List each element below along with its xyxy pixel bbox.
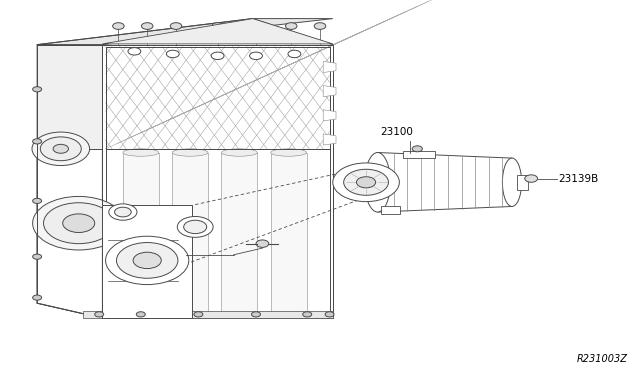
Circle shape <box>40 137 81 161</box>
Circle shape <box>333 163 399 202</box>
Circle shape <box>115 207 131 217</box>
Polygon shape <box>102 205 192 318</box>
Polygon shape <box>221 153 257 314</box>
Polygon shape <box>106 46 330 149</box>
Polygon shape <box>271 153 307 314</box>
Polygon shape <box>403 151 435 158</box>
Polygon shape <box>102 19 333 44</box>
Circle shape <box>194 312 203 317</box>
Circle shape <box>33 198 42 203</box>
Polygon shape <box>106 149 330 318</box>
Circle shape <box>33 196 125 250</box>
Circle shape <box>95 312 104 317</box>
Circle shape <box>325 312 334 317</box>
Circle shape <box>288 50 301 58</box>
Polygon shape <box>323 110 336 121</box>
Text: 23139B: 23139B <box>559 174 599 183</box>
Polygon shape <box>323 86 336 97</box>
Text: 11916A: 11916A <box>142 250 182 260</box>
Circle shape <box>314 23 326 29</box>
Polygon shape <box>102 45 333 318</box>
Circle shape <box>256 240 269 247</box>
Circle shape <box>63 214 95 232</box>
Circle shape <box>128 48 141 55</box>
Ellipse shape <box>123 149 159 156</box>
Text: 23100: 23100 <box>380 127 413 137</box>
Circle shape <box>170 23 182 29</box>
Circle shape <box>344 169 388 195</box>
Circle shape <box>136 312 145 317</box>
Polygon shape <box>323 134 336 145</box>
Text: R231003Z: R231003Z <box>577 354 627 364</box>
Ellipse shape <box>271 149 307 156</box>
Circle shape <box>33 254 42 259</box>
Polygon shape <box>37 149 102 318</box>
Ellipse shape <box>502 158 522 206</box>
Circle shape <box>109 204 137 220</box>
Polygon shape <box>37 45 102 318</box>
Circle shape <box>303 312 312 317</box>
Circle shape <box>33 87 42 92</box>
Circle shape <box>133 252 161 269</box>
Ellipse shape <box>221 149 257 156</box>
Polygon shape <box>37 19 333 45</box>
Circle shape <box>113 23 124 29</box>
Ellipse shape <box>365 153 390 212</box>
Polygon shape <box>381 206 400 214</box>
Circle shape <box>285 23 297 29</box>
Circle shape <box>53 144 68 153</box>
Circle shape <box>177 217 213 237</box>
Polygon shape <box>123 153 159 314</box>
Circle shape <box>33 139 42 144</box>
Circle shape <box>166 50 179 58</box>
Circle shape <box>106 236 189 285</box>
Polygon shape <box>378 153 512 212</box>
Circle shape <box>250 23 262 29</box>
Circle shape <box>356 177 376 188</box>
Polygon shape <box>83 311 333 318</box>
Circle shape <box>141 23 153 29</box>
Circle shape <box>184 220 207 234</box>
Circle shape <box>116 243 178 278</box>
Polygon shape <box>37 45 102 149</box>
Circle shape <box>212 23 223 29</box>
Circle shape <box>252 312 260 317</box>
Circle shape <box>44 203 114 244</box>
Polygon shape <box>323 61 336 73</box>
Circle shape <box>525 175 538 182</box>
Ellipse shape <box>172 149 208 156</box>
Circle shape <box>412 146 422 152</box>
Circle shape <box>250 52 262 60</box>
Polygon shape <box>172 153 208 314</box>
Circle shape <box>32 132 90 166</box>
Circle shape <box>211 52 224 60</box>
Circle shape <box>33 295 42 300</box>
Polygon shape <box>517 175 528 190</box>
